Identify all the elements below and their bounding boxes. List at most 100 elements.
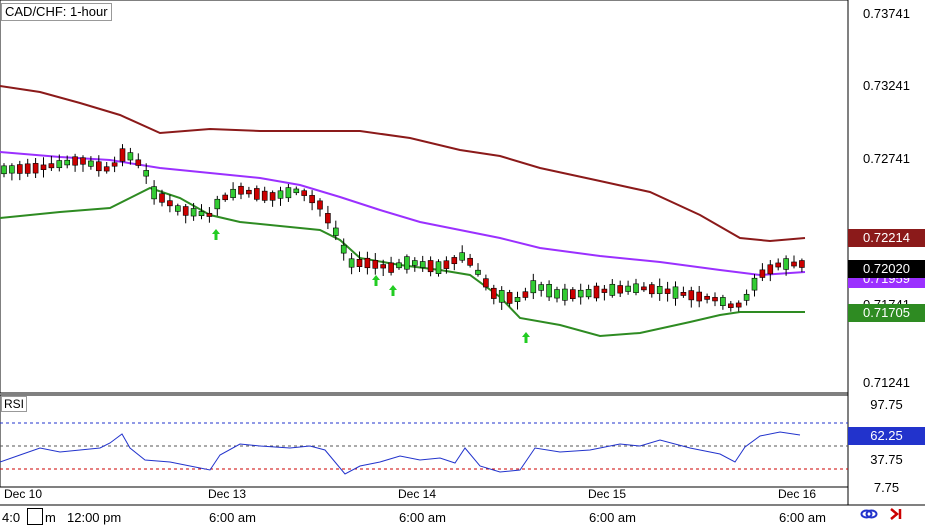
candle-body [80,157,86,165]
candle-body [783,258,789,270]
candle-body [506,292,513,304]
rsi-axis-label: 97.75 [870,397,903,412]
lower-band-price-tag: 0.71705 [848,304,925,322]
candle-body [562,288,568,301]
candle-body [443,260,450,269]
candle-body [767,264,774,275]
candle-body [530,280,537,294]
scroll-to-end-icon[interactable] [888,505,906,523]
candle-body [546,284,552,298]
candle-body [743,293,750,301]
time-label: 6:00 am [399,510,446,525]
candle-body [696,291,703,302]
candle-body [340,244,347,254]
candle-body [348,258,355,268]
candle-body [380,264,387,269]
candle-body [88,160,94,167]
candle-body [230,188,236,198]
candle-body [577,289,584,298]
candle-body [277,190,284,199]
candle-body [601,288,608,293]
candle-body [238,185,244,195]
rsi-panel [0,394,849,488]
candle-body [727,303,734,308]
candle-body [72,156,78,166]
candle-body [775,262,782,268]
candle-body [159,193,165,203]
time-label: 6:00 am [209,510,256,525]
buy-signal-arrow-icon [372,275,380,286]
candle-body [285,187,292,199]
candle-body [759,269,766,278]
price-axis-label: 0.72741 [863,151,910,166]
rsi-axis-label: 37.75 [870,452,903,467]
candle-body [641,286,647,291]
candle-body [554,289,560,299]
candle-body [656,286,663,294]
candle-body [190,208,197,217]
candle-body [254,188,260,200]
candle-body [467,257,473,266]
candle-body [799,260,805,268]
candle-body [356,258,363,268]
candle-body [48,163,55,169]
candle-body [585,289,592,298]
link-icon[interactable] [860,505,878,523]
candle-body [451,257,458,265]
date-label: Dec 13 [208,487,247,501]
candle-body [103,166,110,172]
candle-body [9,165,15,174]
candle-body [135,159,142,166]
price-axis-label: 0.73241 [863,78,910,93]
upper-band-line [0,85,806,243]
chart-title: CAD/CHF: 1-hour [1,3,112,21]
candle-body [419,261,426,268]
candle-body [119,148,126,162]
lower-band-line [0,186,805,338]
candle-body [309,195,315,204]
last-price-tag: 0.72020 [848,260,925,278]
candle-body [198,211,205,217]
candle-body [672,286,679,299]
candle-body [664,288,671,294]
candle-body [127,152,134,161]
candle-body [435,261,442,274]
time-label: 6:00 am [589,510,636,525]
candle-body [111,162,118,167]
candle-body [64,159,70,166]
candle-body [396,262,402,269]
candle-body [704,295,710,300]
candle-body [538,284,545,291]
candle-body [364,257,371,269]
candle-body [182,206,189,216]
time-label: 6:00 am [779,510,826,525]
price-panel [0,0,849,394]
candle-body [269,192,276,201]
candle-body [514,297,521,302]
candle-body [388,262,394,273]
candle-body [404,256,410,270]
time-label: m [45,510,56,525]
buy-signal-arrow-icon [212,229,220,240]
candle-body [712,297,718,302]
time-scrollbar-handle[interactable] [27,508,43,525]
candle-body [459,252,466,261]
candle-body [372,260,379,269]
date-label: Dec 15 [588,487,627,501]
candle-body [498,290,505,303]
candle-body [24,163,31,174]
candle-body [735,302,742,308]
candle-body [16,164,23,174]
candle-body [617,285,624,294]
upper-band-price-tag: 0.72214 [848,229,925,247]
candle-body [175,205,181,212]
candle-body [625,285,631,292]
date-label: Dec 16 [778,487,817,501]
candle-body [1,165,7,175]
candle-body [222,194,228,201]
date-label: Dec 14 [398,487,437,501]
buy-signal-arrow-icon [389,285,397,296]
candle-body [483,278,489,288]
candle-body [427,260,434,273]
